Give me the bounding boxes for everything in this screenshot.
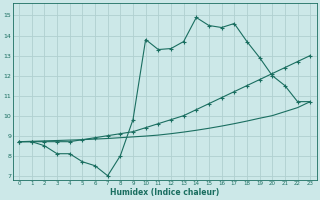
X-axis label: Humidex (Indice chaleur): Humidex (Indice chaleur): [110, 188, 219, 197]
